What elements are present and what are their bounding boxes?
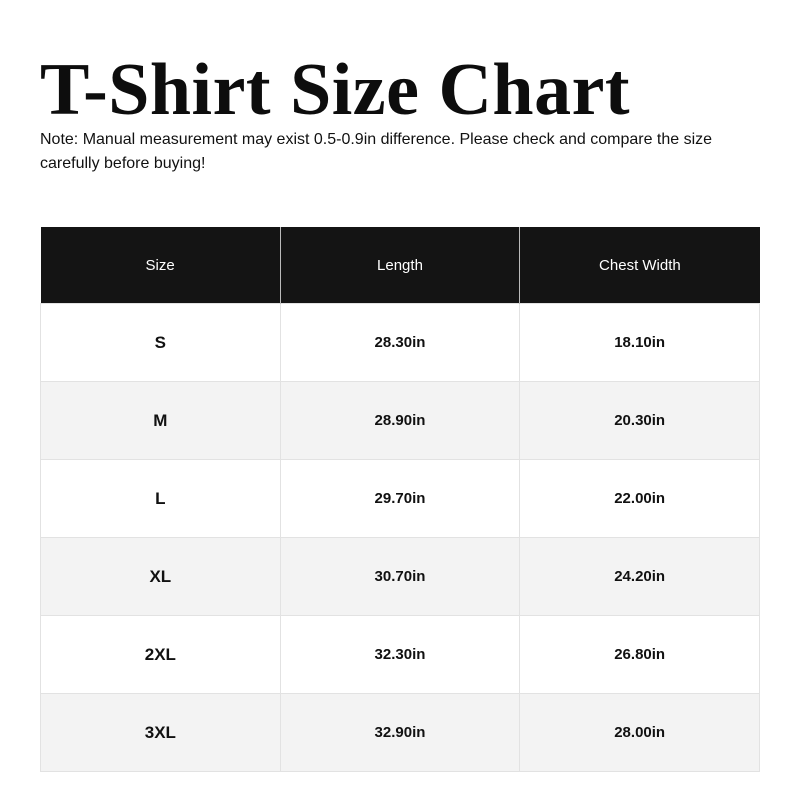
- cell-size: 3XL: [40, 693, 281, 772]
- cell-size: 2XL: [40, 615, 281, 694]
- header-size: Size: [40, 227, 281, 304]
- measurement-note: Note: Manual measurement may exist 0.5-0…: [40, 131, 713, 172]
- size-chart-table: Size Length Chest Width S 28.30in 18.10in M…: [40, 227, 760, 772]
- cell-length: 30.70in: [279, 537, 521, 616]
- table-header-row: Size Length Chest Width: [40, 227, 760, 304]
- cell-chest-width: 22.00in: [519, 459, 760, 538]
- table-row: XL 30.70in 24.20in: [40, 537, 760, 616]
- cell-length: 32.90in: [279, 693, 521, 772]
- table-row: 2XL 32.30in 26.80in: [40, 615, 760, 694]
- table-row: 3XL 32.90in 28.00in: [40, 693, 760, 772]
- header-length: Length: [279, 227, 520, 304]
- table-row: M 28.90in 20.30in: [40, 381, 760, 460]
- cell-chest-width: 24.20in: [519, 537, 760, 616]
- table-row: L 29.70in 22.00in: [40, 459, 760, 538]
- cell-chest-width: 28.00in: [519, 693, 760, 772]
- cell-length: 28.90in: [279, 381, 521, 460]
- cell-length: 28.30in: [279, 303, 521, 382]
- cell-length: 29.70in: [279, 459, 521, 538]
- cell-size: L: [40, 459, 281, 538]
- table-row: S 28.30in 18.10in: [40, 303, 760, 382]
- header-chest-width: Chest Width: [519, 227, 760, 304]
- cell-size: XL: [40, 537, 281, 616]
- cell-size: S: [40, 303, 281, 382]
- cell-size: M: [40, 381, 281, 460]
- cell-chest-width: 18.10in: [519, 303, 760, 382]
- cell-chest-width: 20.30in: [519, 381, 760, 460]
- page-title: T-Shirt Size Chart: [40, 49, 631, 131]
- cell-chest-width: 26.80in: [519, 615, 760, 694]
- cell-length: 32.30in: [279, 615, 521, 694]
